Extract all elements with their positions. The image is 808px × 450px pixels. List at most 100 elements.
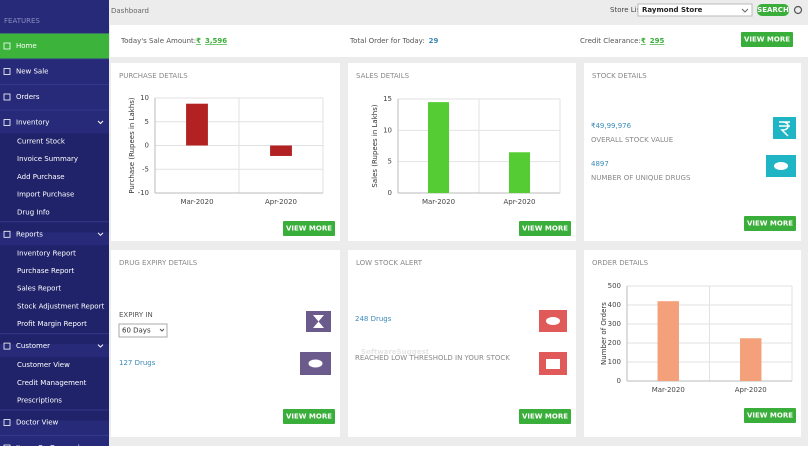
pill-glyph bbox=[774, 162, 788, 170]
store-select[interactable] bbox=[637, 3, 753, 17]
y-tick-label: 0 bbox=[617, 377, 621, 385]
view-more-button[interactable] bbox=[741, 32, 793, 47]
search-button[interactable] bbox=[757, 4, 789, 16]
bar bbox=[508, 152, 531, 193]
y-axis-label: Sales (Rupees in Lakhs) bbox=[371, 104, 379, 187]
y-tick-label: 0 bbox=[388, 189, 392, 197]
submenu-item[interactable]: Drug Info bbox=[17, 208, 50, 216]
view-more-button[interactable] bbox=[744, 408, 796, 423]
submenu-item[interactable]: Invoice Summary bbox=[17, 155, 78, 163]
summary-part: ₹ bbox=[196, 37, 201, 45]
summary-part: 295 bbox=[650, 37, 665, 45]
summary-part: Today's Sale Amount: bbox=[120, 37, 196, 45]
unique-drugs: 4897 bbox=[591, 160, 609, 168]
summary-text: Today's Sale Amount:₹ 3,596 bbox=[120, 37, 227, 45]
pill-glyph bbox=[546, 317, 560, 325]
view-more-label: VIEW MORE bbox=[522, 413, 568, 421]
y-tick-label: 300 bbox=[608, 320, 621, 328]
x-tick-label: Mar-2020 bbox=[652, 386, 685, 394]
menu-icon bbox=[3, 342, 11, 350]
card bbox=[111, 63, 340, 241]
summary-text: Total Order for Today: 29 bbox=[349, 37, 439, 45]
view-more-button[interactable] bbox=[283, 409, 335, 424]
card-title: LOW STOCK ALERT bbox=[356, 259, 423, 267]
expiry-drugs: 127 Drugs bbox=[119, 359, 156, 367]
bar bbox=[270, 145, 292, 156]
y-tick-label: 0 bbox=[145, 142, 149, 150]
chevron bbox=[97, 232, 104, 237]
unique-drugs-label: NUMBER OF UNIQUE DRUGS bbox=[591, 174, 691, 182]
card bbox=[348, 63, 576, 241]
submenu-item[interactable]: Credit Management bbox=[17, 379, 87, 387]
hourglass-icon bbox=[306, 311, 331, 332]
chevron bbox=[97, 120, 104, 125]
submenu-item[interactable]: Profit Margin Report bbox=[17, 320, 87, 328]
y-tick-label: 10 bbox=[140, 94, 149, 102]
card-title: DRUG EXPIRY DETAILS bbox=[119, 259, 198, 267]
menu-item[interactable]: New Sale bbox=[16, 68, 48, 76]
bar bbox=[657, 301, 679, 381]
submenu-item[interactable]: Stock Adjustment Report bbox=[17, 302, 104, 310]
bar bbox=[186, 103, 208, 146]
y-tick-label: 5 bbox=[145, 118, 149, 126]
submenu-item[interactable]: Prescriptions bbox=[17, 397, 62, 405]
card-title: ORDER DETAILS bbox=[592, 259, 649, 267]
submenu-item[interactable]: Sales Report bbox=[17, 285, 61, 293]
sidebar-heading: FEATURES bbox=[4, 17, 40, 25]
hourglass-glyph bbox=[313, 315, 324, 328]
store-glyph bbox=[546, 359, 560, 369]
menu-item[interactable]: Reports bbox=[16, 230, 43, 238]
menu-item[interactable]: Home bbox=[16, 42, 37, 50]
y-tick-label: -10 bbox=[138, 189, 149, 197]
submenu-item[interactable]: Current Stock bbox=[17, 138, 66, 146]
view-more-button[interactable] bbox=[283, 221, 335, 236]
submenu-item[interactable]: Purchase Report bbox=[17, 267, 74, 275]
submenu-item[interactable]: Inventory Report bbox=[17, 249, 76, 257]
view-more-label: VIEW MORE bbox=[286, 225, 332, 233]
view-more-button[interactable] bbox=[519, 221, 571, 236]
menu-item[interactable]: Customer bbox=[16, 342, 50, 350]
view-more-label: VIEW MORE bbox=[522, 225, 568, 233]
submenu-item[interactable]: Customer View bbox=[17, 361, 70, 369]
card-title: SALES DETAILS bbox=[356, 72, 410, 80]
menu-icon bbox=[3, 419, 11, 426]
y-tick-label: -5 bbox=[142, 165, 149, 173]
y-tick-label: 10 bbox=[383, 126, 392, 134]
expiry-select[interactable] bbox=[118, 323, 168, 338]
search-label: SEARCH bbox=[757, 6, 789, 14]
menu-icon bbox=[3, 42, 11, 50]
menu-icon bbox=[3, 119, 11, 126]
view-more-label: VIEW MORE bbox=[744, 36, 790, 44]
expiry-label: EXPIRY IN bbox=[119, 311, 153, 319]
menu-item[interactable]: Inventory bbox=[16, 119, 49, 127]
submenu bbox=[0, 245, 109, 345]
store-label: Store List bbox=[610, 6, 643, 14]
y-tick-label: 200 bbox=[608, 339, 621, 347]
bar bbox=[740, 338, 762, 381]
y-tick-label: 500 bbox=[608, 282, 621, 290]
y-axis-label: Purchase (Rupees in Lakhs) bbox=[128, 97, 136, 194]
stock-value-label: OVERALL STOCK VALUE bbox=[591, 136, 673, 144]
menu-item[interactable]: Doctor View bbox=[16, 419, 59, 427]
view-more-button[interactable] bbox=[744, 216, 796, 231]
summary-bar bbox=[110, 25, 808, 57]
summary-part: Total Order for Today: bbox=[349, 37, 425, 45]
menu-item[interactable]: Orders bbox=[16, 93, 40, 101]
card-title: PURCHASE DETAILS bbox=[119, 72, 188, 80]
y-tick-label: 400 bbox=[608, 301, 621, 309]
page-title: Dashboard bbox=[111, 7, 149, 15]
submenu-item[interactable]: Add Purchase bbox=[17, 173, 65, 181]
select-caret bbox=[741, 8, 749, 13]
select-caret bbox=[159, 328, 165, 332]
card bbox=[348, 250, 576, 437]
submenu-item[interactable]: Import Purchase bbox=[17, 191, 74, 199]
expiry-select-value: 60 Days bbox=[122, 327, 151, 335]
refresh-icon[interactable] bbox=[793, 5, 803, 15]
stock-value: ₹49,99,976 bbox=[591, 122, 632, 130]
view-more-button[interactable] bbox=[519, 409, 571, 424]
low-stock-drugs: 248 Drugs bbox=[355, 315, 392, 323]
low-stock-note: REACHED LOW THRESHOLD IN YOUR STOCK bbox=[355, 354, 510, 362]
x-tick-label: Mar-2020 bbox=[180, 198, 213, 206]
rupee-glyph bbox=[779, 121, 790, 137]
x-tick-label: Apr-2020 bbox=[265, 198, 297, 206]
